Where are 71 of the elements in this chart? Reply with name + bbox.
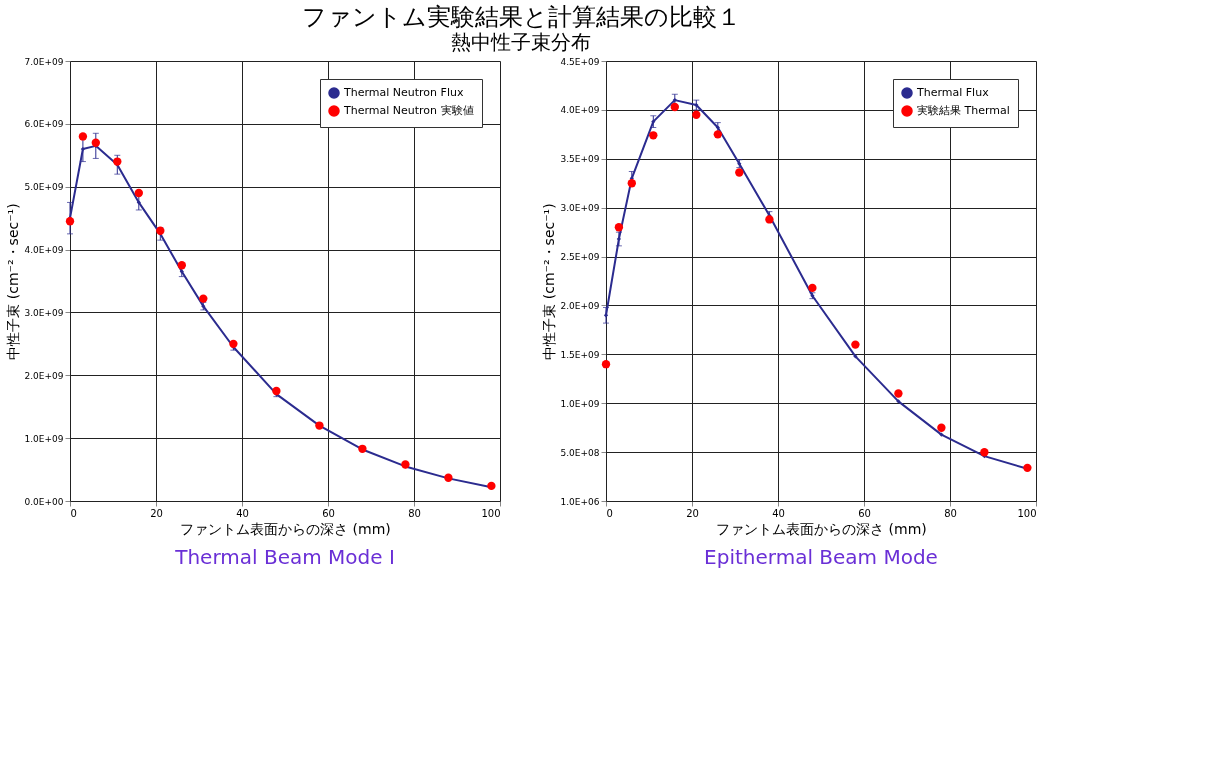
point xyxy=(853,354,858,359)
point xyxy=(229,339,238,349)
x-tick-label: 100 xyxy=(481,507,501,519)
x-tick-label: 60 xyxy=(858,507,871,519)
x-tick-label: 40 xyxy=(236,507,249,519)
x-axis-title: ファントム表面からの深さ (mm) xyxy=(180,520,391,537)
x-tick-label: 40 xyxy=(772,507,785,519)
point xyxy=(896,399,901,404)
text: Epithermal Beam Mode xyxy=(704,545,938,569)
point xyxy=(649,131,658,140)
y-tick-label: 2.0E+09 xyxy=(560,301,600,311)
y-tick-label: 6.0E+09 xyxy=(24,119,64,130)
point xyxy=(199,294,208,303)
y-tick-label: 3.5E+09 xyxy=(560,154,600,165)
x-tick-label: 20 xyxy=(150,507,163,519)
legend-label: 実験結果 Thermal xyxy=(917,104,1010,117)
legend-label: Thermal Neutron Flux xyxy=(343,86,464,99)
y-tick-label: 7.0E+09 xyxy=(24,56,64,67)
point xyxy=(713,130,722,139)
y-tick-label: 1.0E+09 xyxy=(560,398,600,409)
x-tick-label: 20 xyxy=(686,507,699,519)
y-tick-label: 2.0E+09 xyxy=(24,370,64,381)
y-tick-label: 4.0E+09 xyxy=(24,245,64,256)
y-axis-title: 中性子束 (cm⁻²・sec⁻¹) xyxy=(540,203,557,360)
point xyxy=(65,217,75,226)
point xyxy=(851,340,860,349)
point xyxy=(614,223,624,232)
point xyxy=(78,132,88,141)
x-tick-label: 80 xyxy=(944,507,957,519)
x-tick-label: 0 xyxy=(70,507,77,519)
y-axis-title: 中性子束 (cm⁻²・sec⁻¹) xyxy=(4,203,21,360)
text: Thermal Beam Mode I xyxy=(174,545,395,569)
x-tick-label: 0 xyxy=(606,507,613,519)
point xyxy=(808,283,817,293)
y-tick-label: 2.5E+09 xyxy=(560,252,600,263)
chart-subtitle: 熱中性子束分布 xyxy=(451,29,592,54)
point xyxy=(401,460,410,469)
x-tick-label: 80 xyxy=(408,507,421,519)
y-tick-label: 4.5E+09 xyxy=(560,56,600,67)
y-tick-label: 0.0E+00 xyxy=(24,496,64,507)
chart-title: ファントム実験結果と計算結果の比較１ xyxy=(301,2,741,31)
legend-label: Thermal Flux xyxy=(916,86,990,99)
point xyxy=(156,226,165,235)
point xyxy=(980,448,989,457)
y-tick-label: 5.0E+08 xyxy=(560,447,600,458)
y-tick-label: 5.0E+09 xyxy=(24,182,64,193)
y-tick-label: 1.0E+06 xyxy=(560,496,600,507)
point xyxy=(627,179,636,188)
point xyxy=(134,188,143,198)
y-tick-label: 1.5E+09 xyxy=(560,349,600,360)
y-tick-label: 1.0E+09 xyxy=(24,433,64,444)
point xyxy=(692,110,701,119)
point xyxy=(91,138,100,147)
y-tick-label: 4.0E+09 xyxy=(560,105,600,116)
point xyxy=(272,386,281,396)
legend-label: Thermal Neutron 実験値 xyxy=(343,104,474,117)
point xyxy=(765,215,774,224)
point xyxy=(601,360,611,369)
point xyxy=(894,389,903,398)
y-tick-label: 3.0E+09 xyxy=(24,307,64,318)
point xyxy=(939,432,944,437)
point xyxy=(487,481,496,491)
point xyxy=(670,102,679,112)
x-axis-title: ファントム表面からの深さ (mm) xyxy=(716,520,927,537)
point xyxy=(735,168,744,177)
y-tick-label: 3.0E+09 xyxy=(560,203,600,214)
point xyxy=(177,261,186,270)
point xyxy=(113,157,122,166)
point xyxy=(937,423,946,432)
x-tick-label: 100 xyxy=(1017,507,1037,519)
x-tick-label: 60 xyxy=(322,507,335,519)
